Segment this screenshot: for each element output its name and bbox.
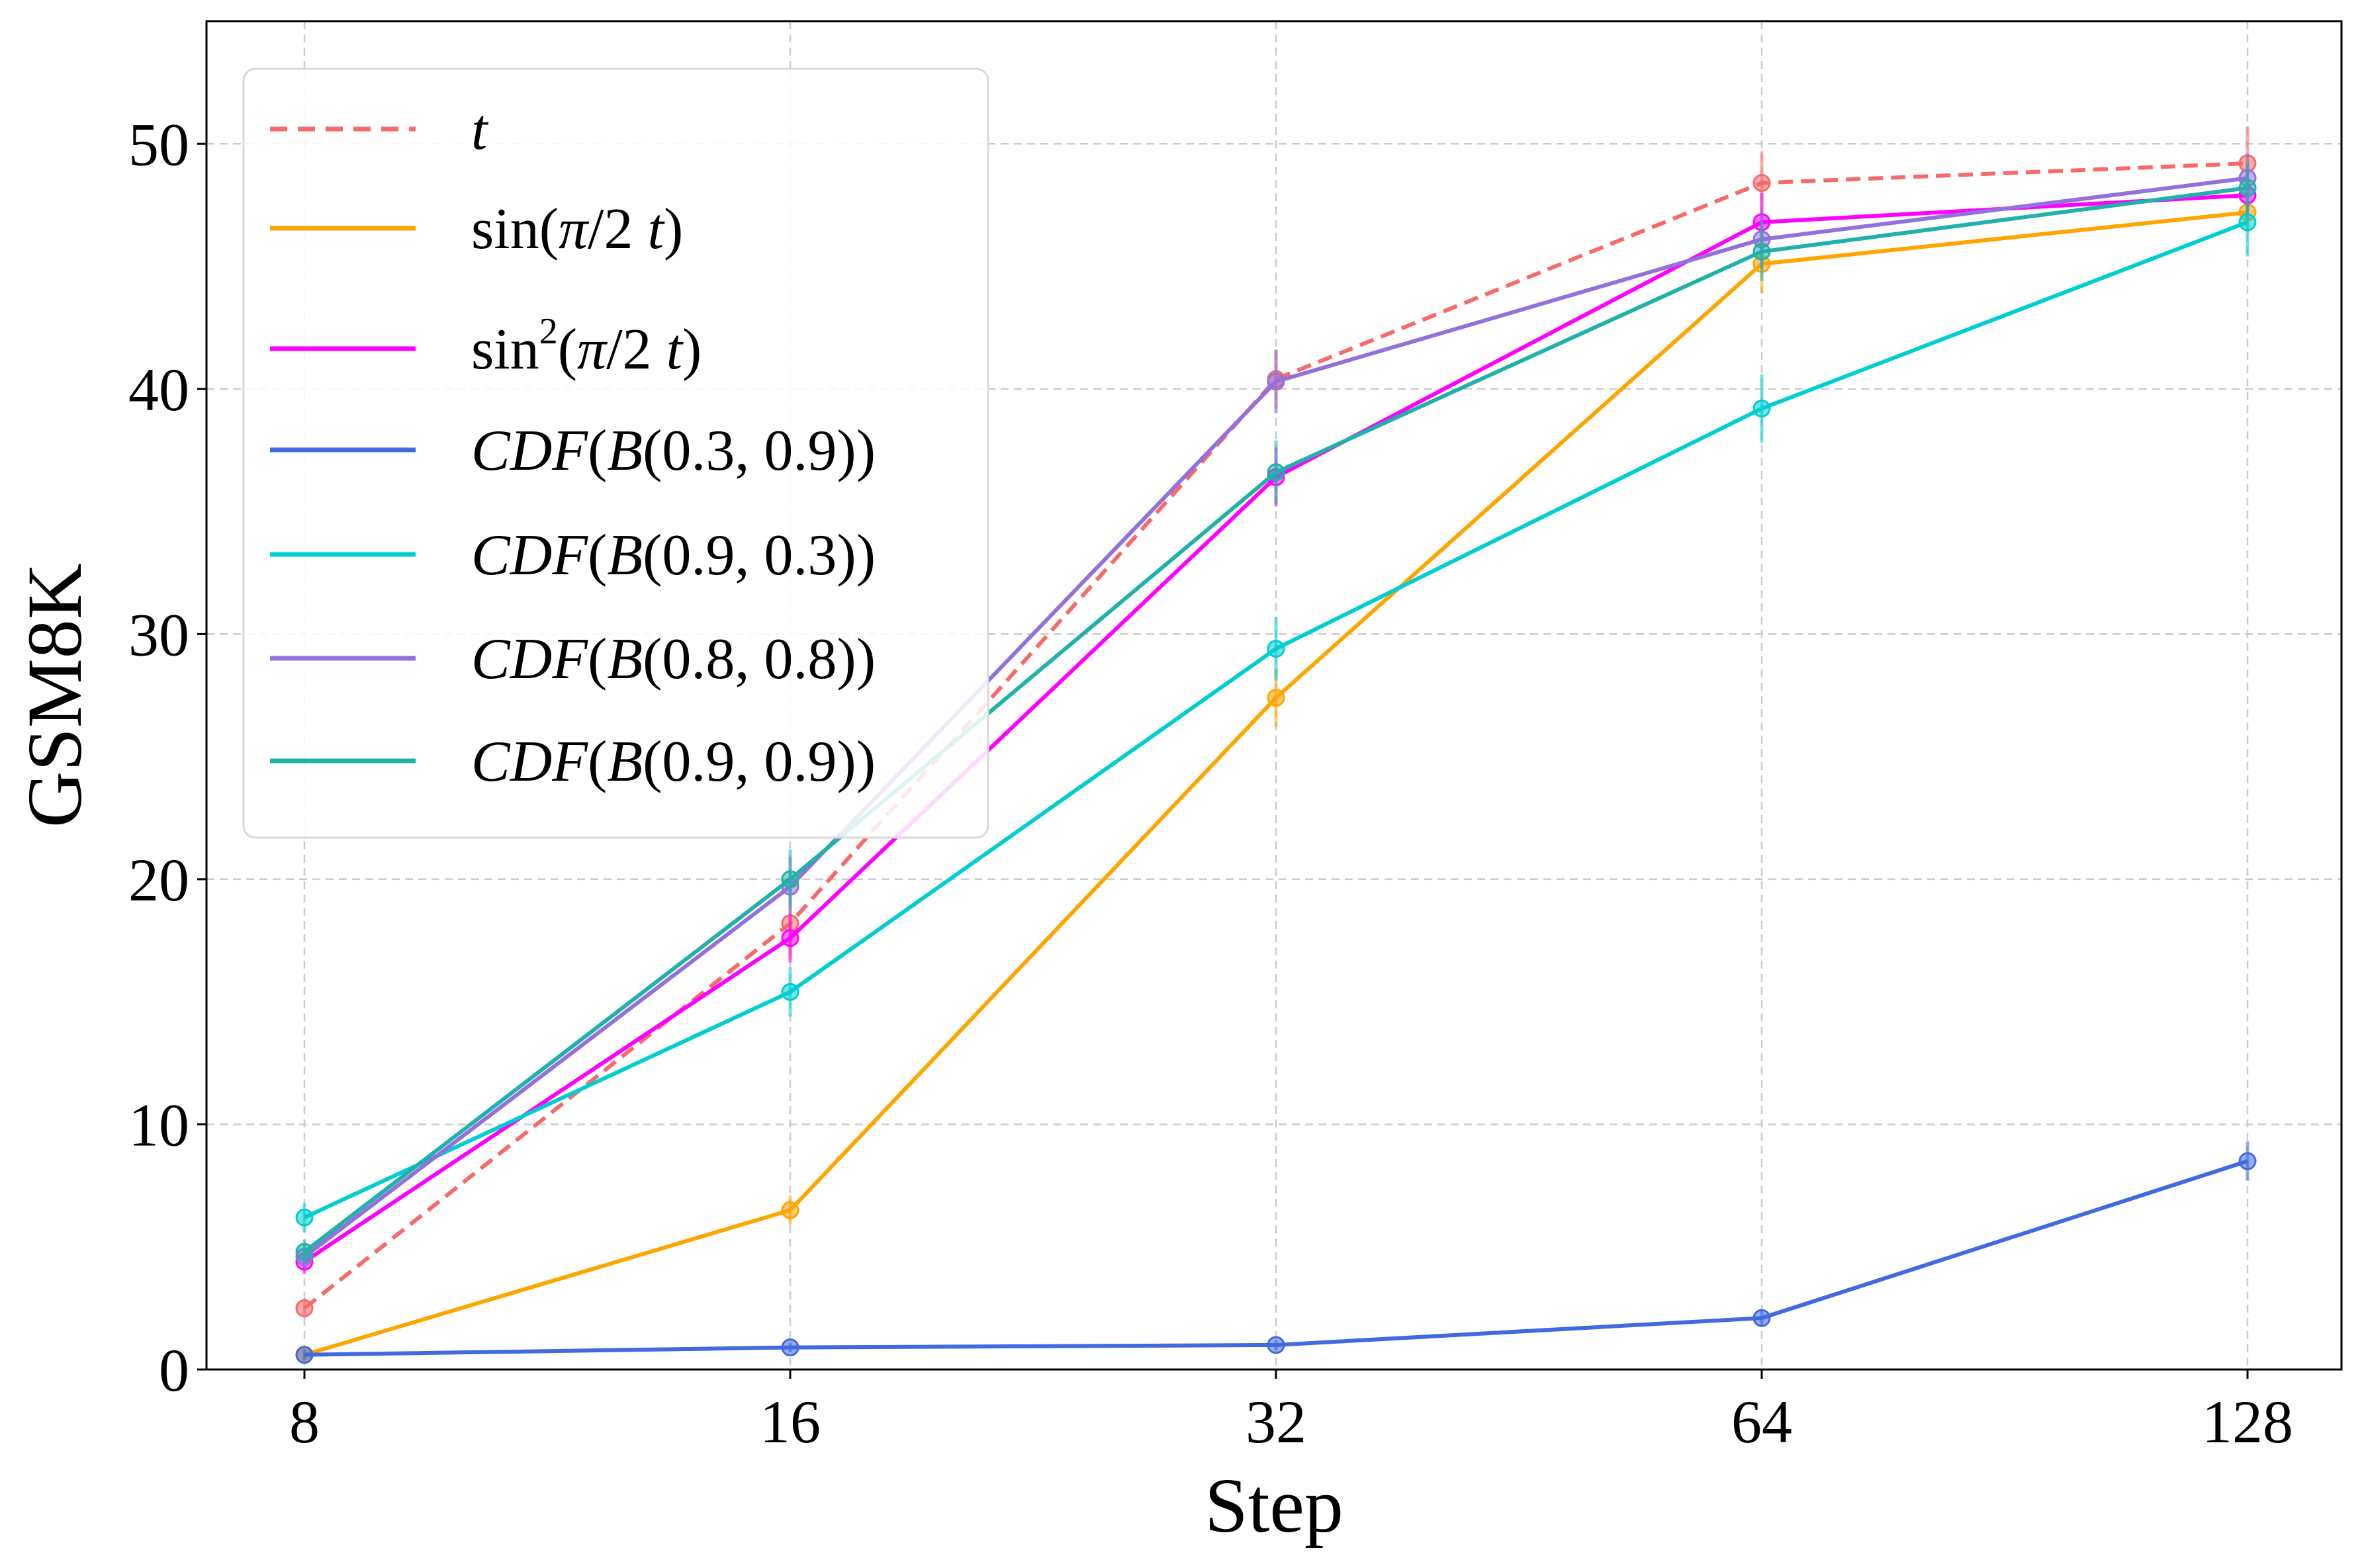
data-point xyxy=(1267,372,1285,391)
x-axis-label: Step xyxy=(1204,1462,1343,1549)
legend-item-b0903: CDF(B(0.9, 0.3)) xyxy=(270,523,876,588)
legend-item-b0808: CDF(B(0.8, 0.8)) xyxy=(270,627,876,691)
legend-label: CDF(B(0.8, 0.8)) xyxy=(471,627,876,691)
data-point xyxy=(1752,1309,1771,1327)
y-tick-label: 40 xyxy=(128,356,189,423)
legend-item-b0309: CDF(B(0.3, 0.9)) xyxy=(270,419,876,483)
data-point xyxy=(1752,242,1771,261)
data-point xyxy=(1752,399,1771,417)
series-b0808 xyxy=(295,153,2257,1270)
series-layer xyxy=(295,126,2257,1364)
legend-label: t xyxy=(471,98,489,162)
data-point xyxy=(1267,463,1285,482)
legend-box xyxy=(242,67,989,839)
data-point xyxy=(2238,213,2257,232)
y-axis-ticks: 0 10 20 30 40 50 xyxy=(128,110,206,1404)
data-point xyxy=(2238,179,2257,197)
legend-label: sin(π/2 t) xyxy=(471,197,683,261)
legend-label: CDF(B(0.9, 0.3)) xyxy=(471,523,876,588)
data-point xyxy=(1752,174,1771,193)
data-point xyxy=(781,982,799,1001)
data-point xyxy=(1267,640,1285,658)
y-tick-label: 0 xyxy=(159,1336,189,1404)
legend: t sin(π/2 t) sin2(π/2 t) CDF(B(0.3, 0.9)) CD… xyxy=(242,67,989,839)
y-tick-label: 50 xyxy=(128,110,189,178)
series-b0309 xyxy=(295,1141,2257,1364)
series-line-t xyxy=(303,161,2248,1310)
plot-frame xyxy=(205,20,2343,1371)
legend-label: CDF(B(0.9, 0.9)) xyxy=(471,730,876,794)
legend-item-b0909: CDF(B(0.9, 0.9)) xyxy=(270,730,876,794)
legend-item-sin: sin(π/2 t) xyxy=(270,197,683,261)
legend-label: CDF(B(0.3, 0.9)) xyxy=(471,419,876,483)
data-point xyxy=(295,1299,314,1317)
series-b0903 xyxy=(295,187,2257,1233)
legend-item-sin2: sin2(π/2 t) xyxy=(270,311,702,382)
data-point xyxy=(1267,689,1285,707)
x-tick-label: 128 xyxy=(2202,1388,2293,1456)
series-b0909 xyxy=(295,163,2257,1264)
data-point xyxy=(781,870,799,889)
data-point xyxy=(1267,1336,1285,1354)
data-point xyxy=(295,1346,314,1364)
data-point xyxy=(781,1201,799,1219)
x-tick-label: 64 xyxy=(1731,1388,1792,1456)
x-tick-label: 8 xyxy=(289,1388,320,1456)
data-point xyxy=(295,1242,314,1261)
y-tick-label: 30 xyxy=(128,601,189,668)
data-point xyxy=(2238,1152,2257,1170)
x-tick-label: 32 xyxy=(1246,1388,1306,1456)
y-tick-label: 10 xyxy=(128,1091,189,1158)
x-axis-ticks: 8 16 32 64 128 xyxy=(289,1370,2293,1456)
data-point xyxy=(295,1208,314,1227)
data-point xyxy=(781,1338,799,1357)
x-tick-label: 16 xyxy=(760,1388,821,1456)
y-tick-label: 20 xyxy=(128,846,189,914)
y-axis-label: GSM8K xyxy=(11,563,98,828)
data-point xyxy=(781,929,799,947)
legend-label: sin2(π/2 t) xyxy=(471,311,702,382)
legend-item-t: t xyxy=(270,98,489,162)
